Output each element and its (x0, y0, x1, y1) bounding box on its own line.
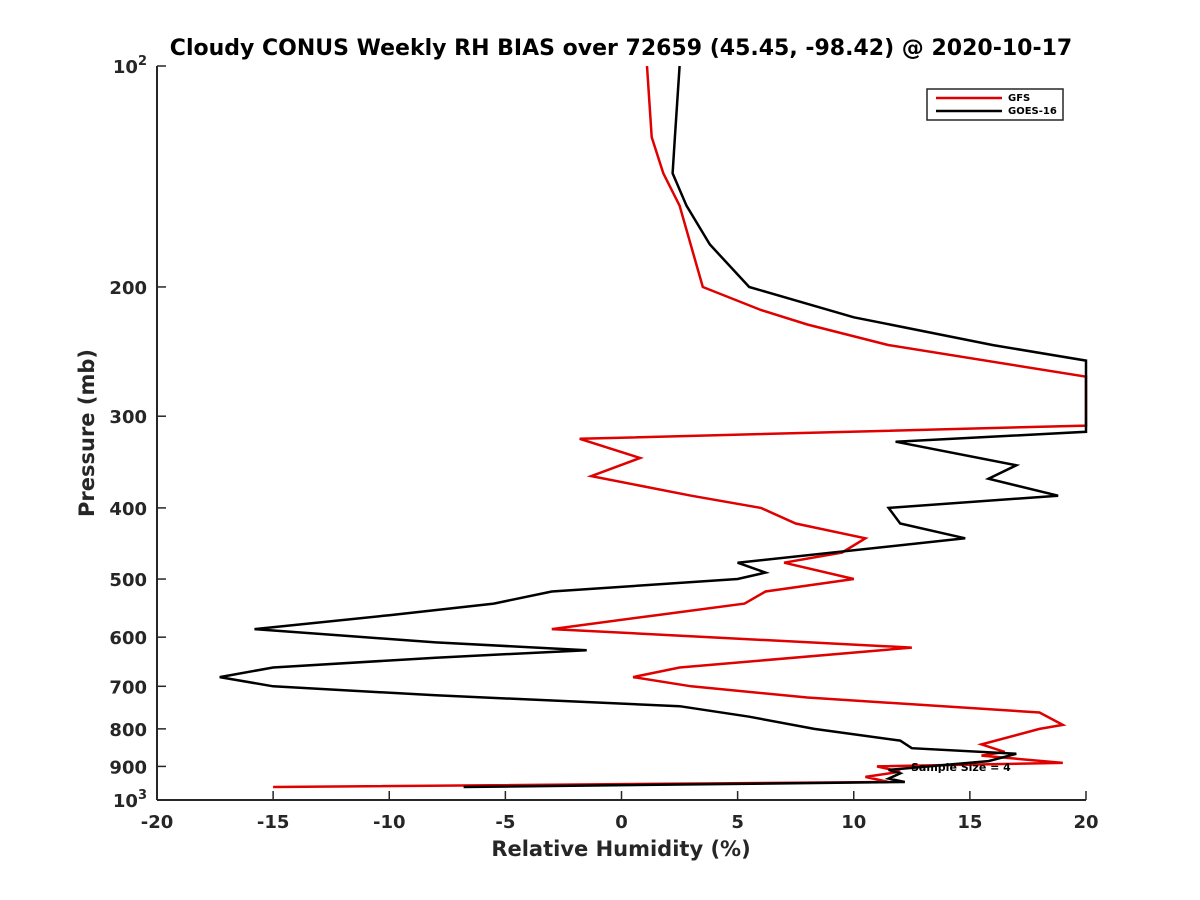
tick-layer: -20 -15 -10 -5 0 5 10 15 20 102 200 300 400 500 600 700… (109, 54, 1098, 833)
x-axis-label: Relative Humidity (%) (491, 837, 750, 861)
x-tick-label: 15 (957, 812, 982, 833)
y-tick-label: 102 (113, 54, 147, 78)
y-tick-label: 200 (109, 278, 147, 299)
y-tick-label: 103 (113, 788, 147, 812)
y-tick-label: 500 (109, 570, 147, 591)
legend-label-goes16: GOES-16 (1008, 106, 1057, 117)
y-tick-label: 700 (109, 677, 147, 698)
y-axis-label: Pressure (mb) (75, 349, 99, 517)
plot-area: -20 -15 -10 -5 0 5 10 15 20 102 200 300 400 500 600 700… (109, 54, 1098, 833)
x-tick-label: -15 (257, 812, 290, 833)
x-tick-label: -20 (141, 812, 174, 833)
legend: GFS GOES-16 (926, 88, 1064, 121)
x-tick-label: -5 (495, 812, 515, 833)
x-tick-label: 5 (731, 812, 744, 833)
series-line-goes16 (219, 65, 1088, 789)
series-line-gfs (273, 65, 1088, 789)
legend-box (926, 88, 1064, 121)
x-tick-label: 0 (615, 812, 628, 833)
y-tick-label: 600 (109, 628, 147, 649)
y-tick-label: 800 (109, 720, 147, 741)
chart-title: Cloudy CONUS Weekly RH BIAS over 72659 (… (170, 36, 1072, 61)
legend-label-gfs: GFS (1008, 93, 1030, 104)
y-tick-label: 300 (109, 407, 147, 428)
x-tick-label: 10 (841, 812, 866, 833)
x-tick-label: 20 (1073, 812, 1098, 833)
sample-size-annotation: Sample Size = 4 (911, 761, 1011, 774)
x-tick-label: -10 (373, 812, 406, 833)
series-layer (219, 65, 1088, 789)
y-tick-label: 900 (109, 757, 147, 778)
y-tick-label: 400 (109, 499, 147, 520)
